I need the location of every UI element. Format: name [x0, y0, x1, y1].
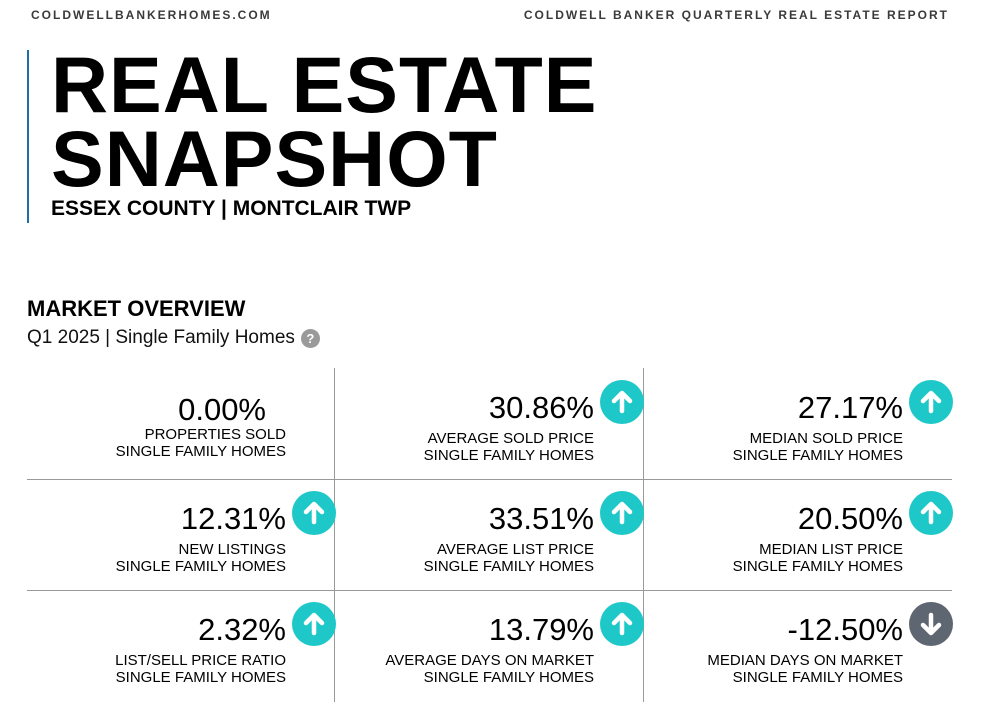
metric-label: MEDIAN DAYS ON MARKET SINGLE FAMILY HOMES [707, 652, 903, 686]
site-link[interactable]: COLDWELLBANKERHOMES.COM [31, 8, 272, 22]
metric-card: -12.50% MEDIAN DAYS ON MARKET SINGLE FAMIL… [644, 590, 953, 701]
metric-label-line: SINGLE FAMILY HOMES [732, 669, 903, 686]
metric-label-line: SINGLE FAMILY HOMES [115, 443, 286, 460]
metric-value: 27.17% [797, 390, 903, 425]
arrow-up-icon [292, 602, 336, 646]
metric-label-line: PROPERTIES SOLD [144, 426, 286, 443]
grid-divider [643, 368, 644, 702]
grid-divider [27, 479, 952, 480]
metric-card: 13.79% AVERAGE DAYS ON MARKET SINGLE FAMIL… [335, 590, 644, 701]
metric-label: AVERAGE SOLD PRICE SINGLE FAMILY HOMES [424, 430, 594, 464]
metric-card: 33.51% AVERAGE LIST PRICE SINGLE FAMILY HO… [335, 479, 644, 590]
metric-card: 0.00% PROPERTIES SOLD SINGLE FAMILY HOMES [27, 368, 336, 479]
arrow-up-icon [292, 491, 336, 535]
section-heading: MARKET OVERVIEW [27, 296, 246, 321]
metric-card: 20.50% MEDIAN LIST PRICE SINGLE FAMILY HOM… [644, 479, 953, 590]
metric-value: 2.32% [198, 612, 286, 647]
metric-label-line: AVERAGE SOLD PRICE [427, 430, 594, 447]
metric-label-line: SINGLE FAMILY HOMES [732, 447, 903, 464]
arrow-up-icon [909, 491, 953, 535]
grid-divider [27, 590, 952, 591]
period-line: Q1 2025 | Single Family Homes ? [27, 327, 320, 349]
metric-value: -12.50% [787, 612, 903, 647]
metric-value-row: 27.17% [798, 386, 903, 430]
metric-card: 27.17% MEDIAN SOLD PRICE SINGLE FAMILY HOM… [644, 368, 953, 479]
page-title: REAL ESTATE SNAPSHOT [51, 40, 598, 203]
arrow-down-icon [909, 602, 953, 646]
metric-value-row: 0.00% [178, 388, 266, 432]
hero: REAL ESTATE SNAPSHOT ESSEX COUNTY | MONT… [27, 40, 729, 223]
metric-value: 0.00% [178, 392, 266, 427]
top-bar: COLDWELLBANKERHOMES.COM COLDWELL BANKER … [31, 8, 949, 24]
metric-value-row: 2.32% [198, 608, 286, 652]
metric-label: NEW LISTINGS SINGLE FAMILY HOMES [116, 541, 286, 575]
metric-label-line: AVERAGE LIST PRICE [437, 541, 594, 558]
metric-label-line: SINGLE FAMILY HOMES [732, 558, 903, 575]
metric-label-line: SINGLE FAMILY HOMES [115, 669, 286, 686]
metric-card: 2.32% LIST/SELL PRICE RATIO SINGLE FAMILY … [27, 590, 336, 701]
grid-divider [334, 368, 335, 702]
metric-value-row: 13.79% [489, 608, 594, 652]
arrow-up-icon [600, 380, 644, 424]
metric-label: PROPERTIES SOLD SINGLE FAMILY HOMES [116, 426, 286, 460]
period-text: Q1 2025 | Single Family Homes [27, 327, 295, 348]
metric-label-line: MEDIAN LIST PRICE [759, 541, 903, 558]
metrics-grid: 0.00% PROPERTIES SOLD SINGLE FAMILY HOMES 3… [27, 368, 953, 702]
metric-card: 12.31% NEW LISTINGS SINGLE FAMILY HOMES [27, 479, 336, 590]
metric-value-row: 20.50% [798, 497, 903, 541]
report-title: COLDWELL BANKER QUARTERLY REAL ESTATE RE… [523, 8, 949, 22]
metric-label: LIST/SELL PRICE RATIO SINGLE FAMILY HOMES [115, 652, 286, 686]
metric-value-row: 30.86% [489, 386, 594, 430]
metric-label-line: AVERAGE DAYS ON MARKET [385, 652, 594, 669]
metric-value: 33.51% [488, 501, 594, 536]
metric-value: 30.86% [488, 390, 594, 425]
arrow-up-icon [909, 380, 953, 424]
arrow-up-icon [600, 602, 644, 646]
metric-label-line: MEDIAN DAYS ON MARKET [707, 652, 903, 669]
metric-label: MEDIAN SOLD PRICE SINGLE FAMILY HOMES [733, 430, 903, 464]
metric-label-line: SINGLE FAMILY HOMES [423, 447, 594, 464]
metric-value: 20.50% [797, 501, 903, 536]
metric-card: 30.86% AVERAGE SOLD PRICE SINGLE FAMILY HO… [335, 368, 644, 479]
metric-label-line: SINGLE FAMILY HOMES [423, 669, 594, 686]
metric-value-row: 33.51% [489, 497, 594, 541]
metric-value: 13.79% [488, 612, 594, 647]
metric-label-line: LIST/SELL PRICE RATIO [115, 652, 286, 669]
metric-label: MEDIAN LIST PRICE SINGLE FAMILY HOMES [733, 541, 903, 575]
metric-label: AVERAGE DAYS ON MARKET SINGLE FAMILY HOME… [385, 652, 594, 686]
metric-label-line: NEW LISTINGS [178, 541, 286, 558]
metric-label-line: SINGLE FAMILY HOMES [423, 558, 594, 575]
metric-value-row: 12.31% [181, 497, 286, 541]
arrow-up-icon [600, 491, 644, 535]
metric-label-line: MEDIAN SOLD PRICE [749, 430, 903, 447]
metric-label-line: SINGLE FAMILY HOMES [115, 558, 286, 575]
metric-value-row: -12.50% [788, 608, 903, 652]
metric-label: AVERAGE LIST PRICE SINGLE FAMILY HOMES [424, 541, 594, 575]
question-mark-icon[interactable]: ? [300, 328, 320, 348]
metric-value: 12.31% [180, 501, 286, 536]
location-subtitle: ESSEX COUNTY | MONTCLAIR TWP [51, 197, 412, 220]
